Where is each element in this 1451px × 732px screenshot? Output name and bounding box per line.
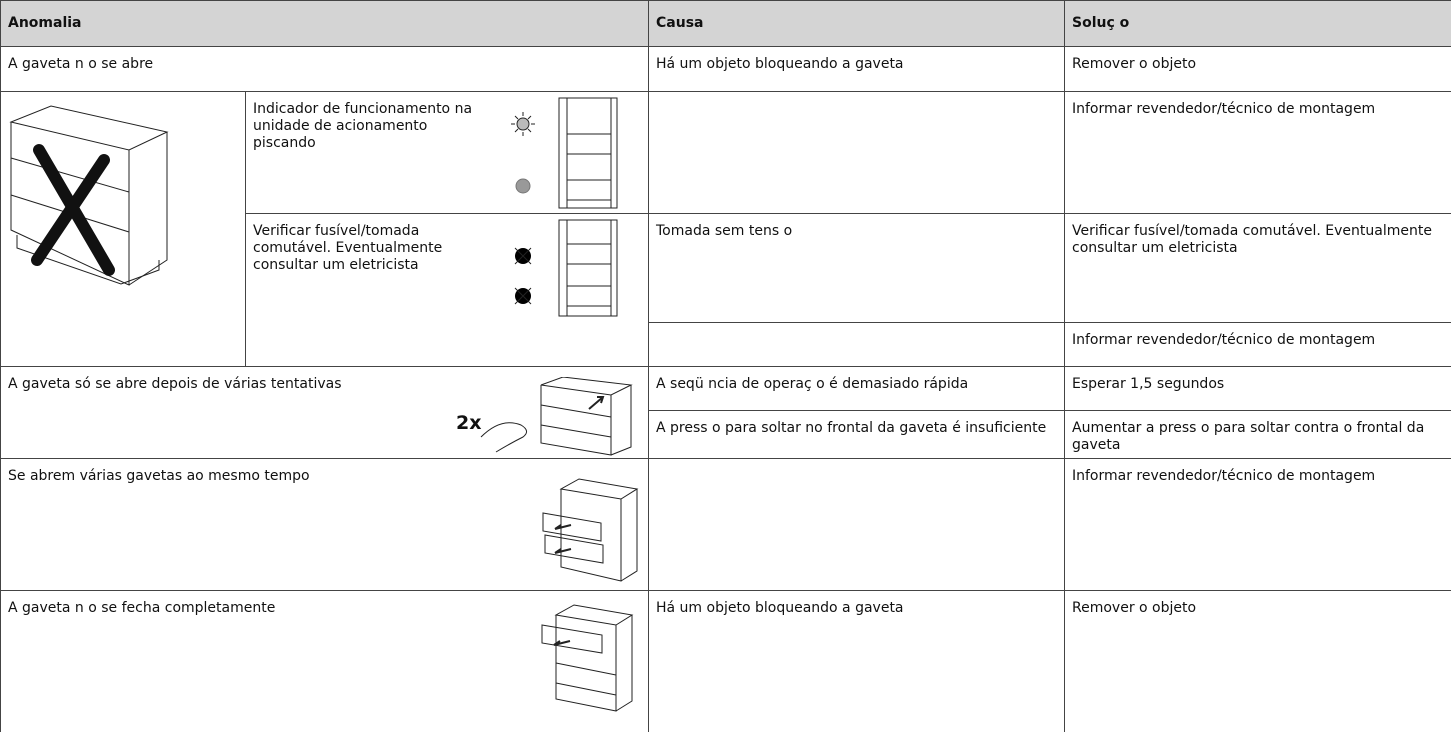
fuse-illustration [511,218,641,318]
header-row: Anomalia Causa Soluç o [1,1,1451,47]
multiple-drawers-illustration [541,477,641,585]
solution: Aumentar a press o para soltar contra o … [1072,420,1424,453]
solution: Verificar fusível/tomada comutável. Even… [1072,223,1432,256]
header-text: Soluç o [1072,15,1129,31]
cell: Informar revendedor/técnico de montagem [1065,92,1451,214]
cell: Se abrem várias gavetas ao mesmo tempo [1,459,649,591]
cell: Verificar fusível/tomada comutável. Even… [1065,214,1451,323]
cell: Remover o objeto [1065,47,1451,92]
anomaly: A gaveta n o se fecha completamente [8,600,275,616]
solution: Remover o objeto [1072,56,1196,72]
cell: Verificar fusível/tomada comutável. Even… [246,214,649,367]
cell: Esperar 1,5 segundos [1065,367,1451,411]
cell [649,92,1065,214]
solution: Informar revendedor/técnico de montagem [1072,101,1375,117]
cell: Tomada sem tens o [649,214,1065,323]
cause: Há um objeto bloqueando a gaveta [656,56,904,72]
indicator-illustration [511,96,641,211]
cell [649,323,1065,367]
cell: A gaveta n o se fecha completamente [1,591,649,732]
cause: Tomada sem tens o [656,223,792,239]
cell: Indicador de funcionamento na unidade de… [246,92,649,214]
cabinet-blocked-illustration [9,100,189,290]
header-text: Anomalia [8,15,82,31]
cell: A seqü ncia de operaç o é demasiado rápi… [649,367,1065,411]
cell: Há um objeto bloqueando a gaveta [649,47,1065,92]
solution: Esperar 1,5 segundos [1072,376,1224,392]
image-cell [1,92,246,367]
detail: Indicador de funcionamento na unidade de… [253,101,493,152]
solution: Remover o objeto [1072,600,1196,616]
cell: A gaveta só se abre depois de várias ten… [1,367,649,459]
open-drawer-illustration [536,603,636,715]
anomaly: A gaveta n o se abre [8,56,153,72]
press-illustration [471,377,641,457]
cell: A press o para soltar no frontal da gave… [649,411,1065,459]
cell: Há um objeto bloqueando a gaveta [649,591,1065,732]
cell: Remover o objeto [1065,591,1451,732]
header-cell: Causa [649,1,1065,47]
cause: A seqü ncia de operaç o é demasiado rápi… [656,376,968,392]
header-cell: Anomalia [1,1,649,47]
cell: Informar revendedor/técnico de montagem [1065,459,1451,591]
solution: Informar revendedor/técnico de montagem [1072,468,1375,484]
cell: A gaveta n o se abre [1,47,649,92]
cell [649,459,1065,591]
anomaly: A gaveta só se abre depois de várias ten… [8,376,342,392]
cell: Informar revendedor/técnico de montagem [1065,323,1451,367]
solution: Informar revendedor/técnico de montagem [1072,332,1375,348]
cause: Há um objeto bloqueando a gaveta [656,600,904,616]
anomaly: Se abrem várias gavetas ao mesmo tempo [8,468,310,484]
header-cell: Soluç o [1065,1,1451,47]
header-text: Causa [656,15,703,31]
detail: Verificar fusível/tomada comutável. Even… [253,223,493,274]
cause: A press o para soltar no frontal da gave… [656,420,1046,436]
cell: Aumentar a press o para soltar contra o … [1065,411,1451,459]
